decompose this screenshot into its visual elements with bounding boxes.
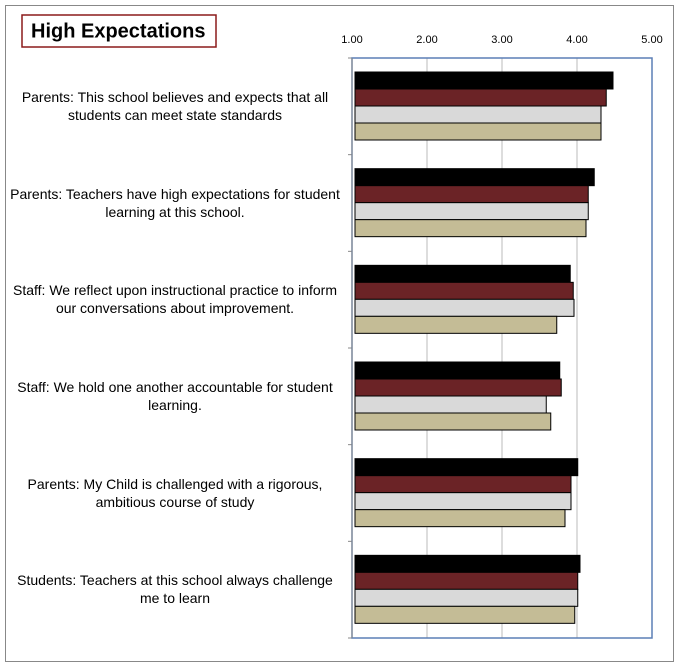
y-tick-label: Staff: We reflect upon instructional pra… xyxy=(13,282,337,317)
bar xyxy=(354,571,579,590)
y-tick-label: Staff: We hold one another accountable f… xyxy=(17,379,333,413)
bar xyxy=(354,88,607,107)
bar xyxy=(354,509,566,528)
y-tick-label: Parents: Teachers have high expectations… xyxy=(10,185,340,220)
x-tick-label: 3.00 xyxy=(491,34,512,46)
x-tick-label: 4.00 xyxy=(566,34,587,46)
bar xyxy=(354,264,571,283)
bar xyxy=(354,185,589,204)
bar xyxy=(354,71,614,90)
y-tick-label: Parents: My Child is challenged with a r… xyxy=(27,475,323,510)
bar xyxy=(354,168,595,187)
bar xyxy=(354,315,558,334)
bar xyxy=(354,554,581,573)
x-tick-label: 2.00 xyxy=(416,34,437,46)
bar xyxy=(354,202,589,221)
bar xyxy=(354,219,587,238)
x-tick-label: 1.00 xyxy=(341,34,362,46)
bar xyxy=(354,605,576,624)
bar xyxy=(354,105,602,124)
y-tick-label: Students: Teachers at this school always… xyxy=(17,572,333,607)
bar xyxy=(354,298,575,317)
bar xyxy=(354,475,572,494)
bar xyxy=(354,395,547,414)
bar xyxy=(354,492,572,511)
bar xyxy=(354,412,552,431)
y-tick-label: Parents: This school believes and expect… xyxy=(21,89,329,123)
bar xyxy=(354,281,574,300)
title-box xyxy=(21,14,217,48)
bar xyxy=(354,361,561,380)
bar xyxy=(354,122,602,141)
bar xyxy=(354,458,579,477)
x-tick-label: 5.00 xyxy=(641,34,662,46)
chart-title: High Expectations xyxy=(31,20,205,42)
bar xyxy=(354,378,562,397)
bar xyxy=(354,588,579,607)
